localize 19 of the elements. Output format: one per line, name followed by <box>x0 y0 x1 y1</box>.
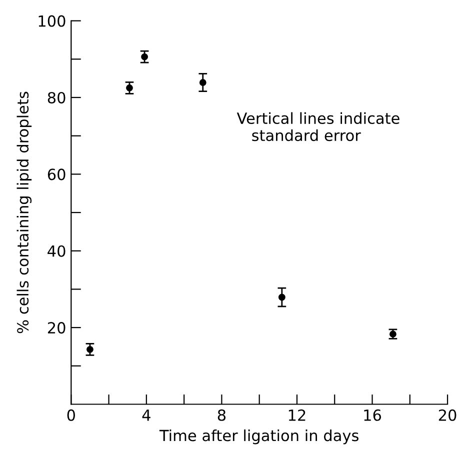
x-tick-label: 12 <box>288 409 306 421</box>
point <box>278 294 286 301</box>
point <box>126 84 133 92</box>
y-tick-label: 100 <box>38 15 66 27</box>
y-tick-label: 20 <box>48 322 66 334</box>
annotation: Vertical lines indicate standard error <box>236 112 400 142</box>
x-tick-label: 0 <box>67 409 75 421</box>
point <box>86 346 94 353</box>
point <box>199 79 206 86</box>
y-axis-title: % cells containing lipid droplets <box>16 92 32 334</box>
y-tick-label: 40 <box>48 245 66 257</box>
x-tick-label: 20 <box>438 409 456 421</box>
x-tick-label: 16 <box>364 409 382 421</box>
point <box>141 53 148 60</box>
x-tick-label: 8 <box>218 409 226 421</box>
x-axis-title: Time after ligation in days <box>159 429 358 444</box>
x-tick-label: 4 <box>142 410 150 421</box>
y-tick-label: 60 <box>48 168 66 180</box>
y-tick-label: 80 <box>48 92 66 104</box>
